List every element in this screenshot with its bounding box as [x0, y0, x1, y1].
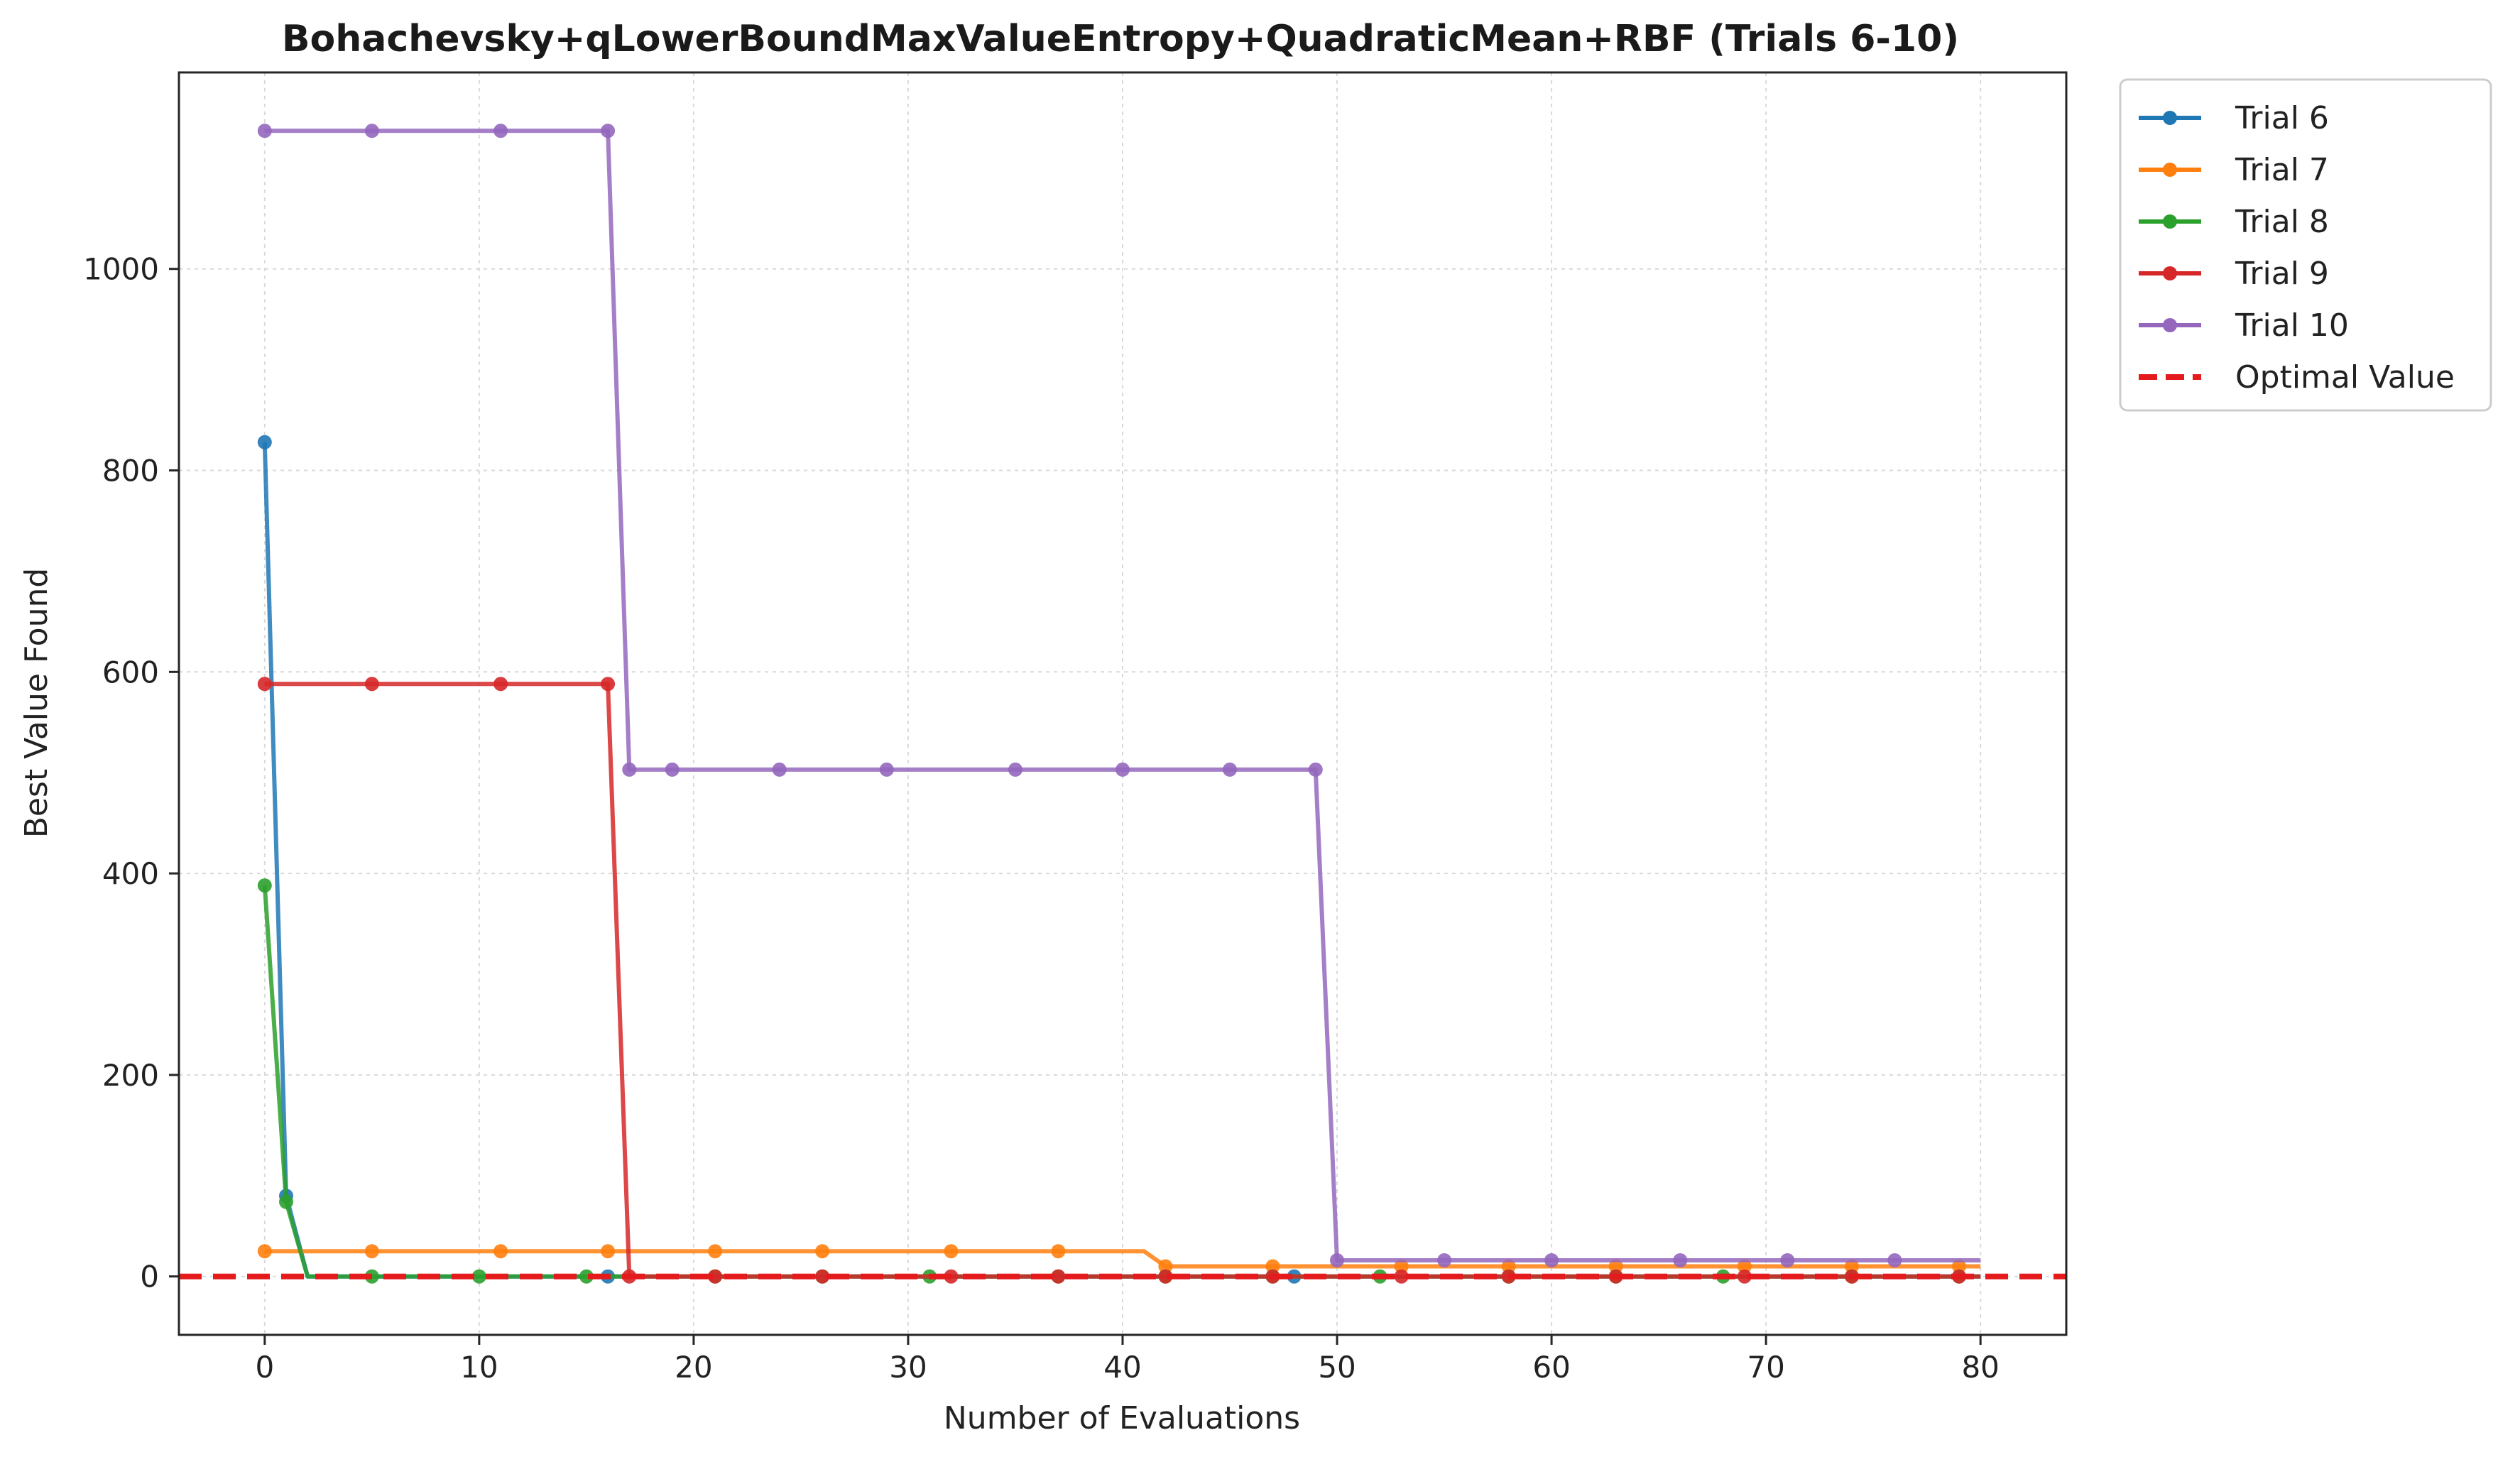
- y-tick-label: 200: [102, 1058, 159, 1093]
- data-point: [493, 124, 508, 138]
- data-point: [1308, 762, 1323, 777]
- x-tick-label: 40: [1103, 1350, 1141, 1385]
- data-point: [1330, 1253, 1344, 1267]
- data-point: [1116, 762, 1130, 777]
- series-layer: [257, 124, 1981, 1284]
- x-tick-label: 20: [675, 1350, 712, 1385]
- data-point: [622, 762, 637, 777]
- data-point: [471, 1269, 486, 1284]
- data-point: [1887, 1253, 1902, 1267]
- legend-box: [2119, 78, 2492, 412]
- x-tick-label: 70: [1747, 1350, 1784, 1385]
- data-point: [665, 762, 680, 777]
- data-point: [1158, 1259, 1173, 1274]
- data-point: [1737, 1269, 1752, 1284]
- data-point: [1952, 1259, 1966, 1274]
- data-point: [1051, 1269, 1066, 1284]
- legend-label: Trial 10: [2235, 307, 2349, 344]
- legend-label: Trial 8: [2235, 204, 2329, 240]
- data-point: [1544, 1253, 1559, 1267]
- data-point: [364, 124, 379, 138]
- data-point: [1265, 1259, 1280, 1274]
- data-point: [1673, 1253, 1688, 1267]
- x-tick-label: 30: [889, 1350, 927, 1385]
- legend-label: Trial 6: [2235, 100, 2329, 136]
- x-tick-label: 0: [255, 1350, 274, 1385]
- y-tick-label: 0: [140, 1260, 159, 1294]
- y-axis-label: Best Value Found: [18, 568, 55, 839]
- data-point: [1051, 1244, 1066, 1259]
- series-trial-10: [257, 124, 1981, 1267]
- data-point: [279, 1194, 293, 1209]
- series-trial-7: [257, 1244, 1981, 1274]
- legend-marker: [2163, 214, 2177, 229]
- data-point: [257, 435, 272, 449]
- y-tick-label: 400: [102, 856, 159, 891]
- legend-marker: [2163, 318, 2177, 332]
- data-point: [257, 124, 272, 138]
- y-tick-label: 600: [102, 655, 159, 689]
- legend-entry: Trial 8: [2139, 204, 2329, 240]
- legend-entry: Trial 6: [2139, 100, 2329, 136]
- x-tick-label: 10: [460, 1350, 498, 1385]
- legend-label: Optimal Value: [2235, 359, 2455, 395]
- legend-marker: [2163, 266, 2177, 280]
- legend-label: Trial 7: [2235, 152, 2329, 188]
- data-point: [1223, 762, 1237, 777]
- data-point: [601, 1244, 616, 1259]
- x-axis-label: Number of Evaluations: [944, 1400, 1300, 1436]
- data-point: [815, 1269, 830, 1284]
- data-point: [493, 677, 508, 692]
- series-trial-6: [257, 435, 1981, 1284]
- data-point: [601, 677, 616, 692]
- data-point: [1437, 1253, 1452, 1267]
- legend-entry: Optimal Value: [2139, 359, 2455, 395]
- data-point: [708, 1244, 723, 1259]
- data-point: [1501, 1259, 1516, 1274]
- data-point: [364, 1244, 379, 1259]
- chart-title: Bohachevsky+qLowerBoundMaxValueEntropy+Q…: [282, 18, 1959, 60]
- legend-entry: Trial 7: [2139, 152, 2329, 188]
- data-point: [601, 124, 616, 138]
- data-point: [1394, 1259, 1409, 1274]
- y-tick-label: 800: [102, 454, 159, 489]
- data-point: [1158, 1269, 1173, 1284]
- data-point: [364, 677, 379, 692]
- data-point: [579, 1269, 594, 1284]
- data-point: [1008, 762, 1022, 777]
- x-tick-label: 80: [1961, 1350, 1999, 1385]
- x-tick-label: 50: [1318, 1350, 1356, 1385]
- series-trial-8: [257, 878, 1981, 1284]
- data-point: [257, 1244, 272, 1259]
- data-point: [493, 1244, 508, 1259]
- data-point: [1845, 1259, 1859, 1274]
- data-point: [815, 1244, 830, 1259]
- data-point: [1780, 1253, 1795, 1267]
- x-tick-label: 60: [1532, 1350, 1570, 1385]
- legend-entry: Trial 10: [2139, 307, 2349, 344]
- y-tick-label: 1000: [83, 252, 159, 287]
- legend-label: Trial 9: [2235, 256, 2329, 292]
- legend: Trial 6 Trial 7 Trial 8 Trial 9 Trial 10 Opti…: [2119, 78, 2492, 412]
- legend-entry: Trial 9: [2139, 256, 2329, 292]
- data-point: [257, 878, 272, 893]
- legend-marker: [2163, 163, 2177, 177]
- data-point: [772, 762, 787, 777]
- data-point: [257, 677, 272, 692]
- data-point: [708, 1269, 723, 1284]
- grid: [179, 72, 2066, 1335]
- legend-marker: [2163, 111, 2177, 125]
- data-point: [1608, 1259, 1623, 1274]
- series-line: [264, 1249, 1981, 1269]
- data-point: [1737, 1259, 1752, 1274]
- data-point: [879, 762, 894, 777]
- data-point: [1394, 1269, 1409, 1284]
- data-point: [944, 1244, 959, 1259]
